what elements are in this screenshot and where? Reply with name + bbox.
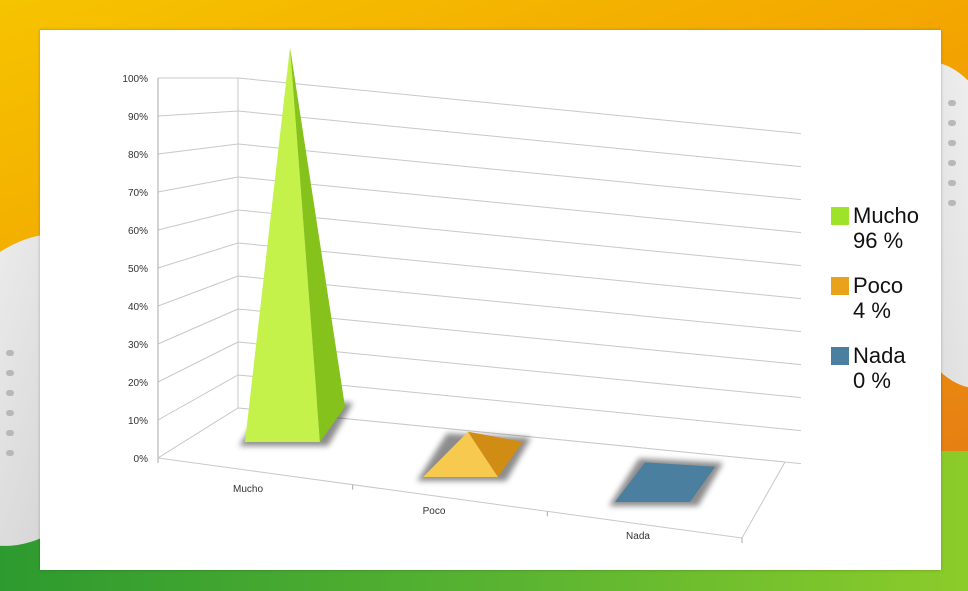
- decorative-dots-left: [6, 350, 20, 456]
- legend-swatch-mucho: [831, 206, 849, 225]
- y-axis-tick-labels: 0% 10% 20% 30% 40% 50% 60% 70% 80% 90% 100%: [122, 74, 148, 465]
- y-tick-label: 100%: [122, 74, 148, 85]
- legend-label-poco: Poco: [853, 273, 904, 298]
- gridline-back: [237, 143, 802, 201]
- y-tick-label: 50%: [128, 264, 148, 275]
- legend-percent-poco: 4 %: [853, 298, 891, 323]
- legend-swatch-poco: [831, 276, 849, 295]
- y-tick-label: 80%: [128, 150, 148, 161]
- legend-item-nada: Nada 0 %: [831, 343, 941, 393]
- y-tick-label: 40%: [128, 302, 148, 313]
- chart-bars: [239, 47, 723, 506]
- y-tick-label: 70%: [128, 188, 148, 199]
- chart-legend: Mucho 96 % Poco 4 % Nada 0 %: [831, 203, 941, 413]
- gridline-back: [237, 176, 802, 234]
- gridline-side: [157, 176, 239, 193]
- y-tick-label: 60%: [128, 226, 148, 237]
- gridline-side: [157, 209, 239, 231]
- bar-poco-side-face: [468, 431, 523, 477]
- bar-mucho-front-face: [245, 47, 320, 442]
- gridline-back: [237, 209, 802, 267]
- x-tick-label-poco: Poco: [423, 506, 446, 517]
- y-tick-label: 90%: [128, 112, 148, 123]
- gridline-side: [157, 275, 239, 307]
- x-tick-label-nada: Nada: [626, 531, 650, 542]
- y-tick-label: 30%: [128, 340, 148, 351]
- legend-label-nada: Nada: [853, 343, 906, 368]
- bar-poco-front-face: [423, 431, 498, 477]
- y-tick-label: 10%: [128, 416, 148, 427]
- x-axis-category-labels: Mucho Poco Nada: [233, 484, 650, 542]
- gridline-back: [237, 110, 802, 168]
- gridline-back: [237, 308, 802, 366]
- legend-item-mucho: Mucho 96 %: [831, 203, 941, 253]
- legend-label-mucho: Mucho: [853, 203, 920, 228]
- gridline-back: [237, 242, 802, 300]
- y-tick-label: 0%: [134, 454, 149, 465]
- pyramid-bar-chart: 0% 10% 20% 30% 40% 50% 60% 70% 80% 90% 100% Mucho P…: [122, 47, 802, 543]
- gridline-side: [157, 242, 239, 269]
- gridline-side: [157, 308, 239, 345]
- legend-item-poco: Poco 4 %: [831, 273, 941, 323]
- y-tick-label: 20%: [128, 378, 148, 389]
- bar-nada-base: [615, 462, 715, 502]
- legend-swatch-nada: [831, 346, 849, 365]
- legend-percent-nada: 0 %: [853, 368, 891, 393]
- gridline-side: [157, 143, 239, 155]
- slide-panel: 0% 10% 20% 30% 40% 50% 60% 70% 80% 90% 100% Mucho P…: [40, 30, 941, 570]
- gridline-side: [157, 110, 239, 117]
- bar-mucho-side-face: [290, 47, 345, 442]
- legend-percent-mucho: 96 %: [853, 228, 904, 253]
- gridline-side: [157, 374, 239, 421]
- gridline-side: [157, 341, 239, 383]
- decorative-dots-right: [948, 100, 962, 206]
- gridline-back: [237, 275, 802, 333]
- gridline-back: [237, 77, 802, 135]
- x-tick-label-mucho: Mucho: [233, 484, 263, 495]
